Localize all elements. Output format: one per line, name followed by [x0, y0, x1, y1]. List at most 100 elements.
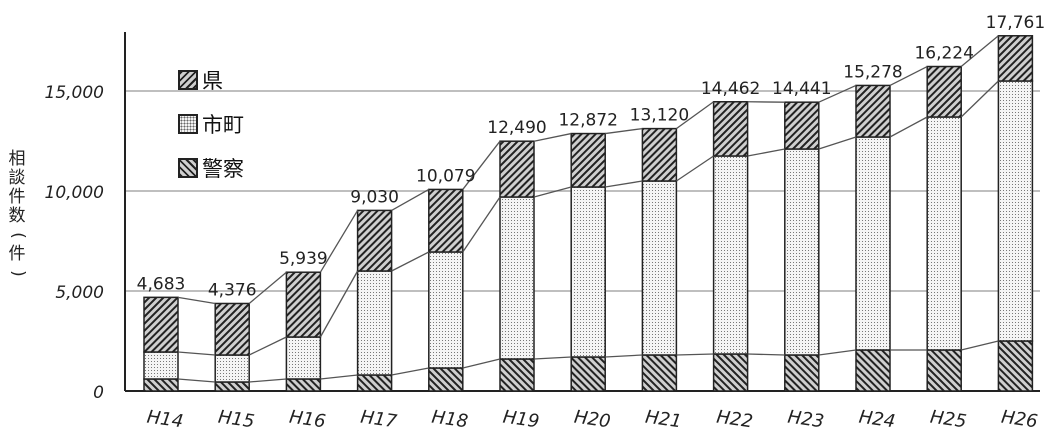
bar-segment-pref [500, 141, 534, 197]
bar-segment-police [215, 382, 249, 391]
legend-label: 警察 [202, 153, 244, 183]
bar-segment-pref [714, 102, 748, 156]
legend-label: 県 [202, 65, 223, 95]
y-axis-label-char: 数 [9, 207, 26, 226]
x-tick-label: H24 [858, 407, 897, 433]
bar-segment-police [358, 375, 392, 391]
series-connector-line [534, 187, 571, 197]
legend-item-police: 警察 [178, 146, 244, 190]
x-tick-label: H14 [146, 407, 185, 433]
bar-segment-city [642, 181, 676, 355]
total-data-label: 9,030 [350, 187, 399, 207]
bar-segment-pref [215, 303, 249, 355]
bar-segment-city [215, 355, 249, 382]
bar-segment-police [714, 354, 748, 391]
bar-segment-pref [286, 272, 320, 337]
x-tick-label: H22 [715, 407, 754, 433]
series-connector-line [605, 181, 642, 187]
legend-item-pref: 県 [178, 58, 244, 102]
series-connector-line [676, 156, 713, 181]
total-data-label: 14,441 [772, 79, 831, 99]
y-axis-label-char: ( [7, 232, 26, 239]
bar-segment-police [286, 379, 320, 391]
x-tick-label: H16 [288, 407, 327, 433]
y-axis-label-char: 談 [9, 169, 26, 188]
legend: 県 市町 警察 [178, 58, 244, 190]
bar-segment-police [144, 379, 178, 391]
total-data-label: 12,490 [487, 118, 546, 138]
y-tick-label: 5,000 [55, 283, 104, 303]
bar-segment-police [429, 368, 463, 391]
bar-segment-police [642, 355, 676, 391]
y-axis-label: 相 談 件 数 ( 件 ) [6, 150, 28, 283]
series-connector-line [463, 197, 500, 252]
y-axis-label-char: ) [7, 270, 26, 277]
total-data-label: 14,462 [701, 79, 760, 99]
bar-segment-pref [144, 297, 178, 352]
series-connector-line [178, 352, 215, 355]
series-connector-line [961, 341, 998, 350]
legend-swatch-pref [178, 70, 198, 90]
series-connector-line [249, 379, 286, 382]
total-data-label: 16,224 [914, 44, 973, 64]
total-data-label: 5,939 [279, 249, 328, 269]
series-connector-line [676, 354, 713, 355]
x-tick-label: H19 [502, 407, 541, 433]
series-connector-line [534, 357, 571, 359]
x-tick-label: H20 [573, 407, 612, 433]
legend-item-city: 市町 [178, 102, 244, 146]
x-tick-label: H18 [430, 407, 469, 433]
series-connector-line [392, 252, 429, 271]
bar-segment-police [571, 357, 605, 391]
bar-segment-police [927, 350, 961, 391]
x-tick-label: H26 [1000, 407, 1039, 433]
legend-label: 市町 [202, 109, 244, 139]
bar-segment-city [358, 271, 392, 375]
bar-segment-city [500, 197, 534, 359]
bar-segment-police [785, 355, 819, 391]
total-data-label: 13,120 [630, 106, 689, 126]
bar-segment-pref [429, 189, 463, 252]
bar-segment-city [998, 81, 1032, 341]
bar-segment-city [571, 187, 605, 357]
series-connector-line [320, 271, 357, 337]
total-data-label: 4,376 [208, 280, 257, 300]
series-connector-line [320, 375, 357, 379]
total-data-label: 4,683 [137, 274, 186, 294]
y-tick-label: 0 [93, 383, 104, 403]
x-tick-label: H17 [359, 407, 399, 433]
y-tick-label: 10,000 [45, 183, 104, 203]
series-connector-line [463, 359, 500, 368]
bar-segment-city [429, 252, 463, 368]
bar-segment-city [785, 149, 819, 355]
x-tick-label: H25 [929, 407, 968, 433]
bar-segment-pref [856, 85, 890, 137]
series-connector-line [748, 354, 785, 355]
bar-segment-city [714, 156, 748, 354]
bar-segment-city [927, 117, 961, 350]
series-connector-line [178, 379, 215, 382]
bar-segment-police [856, 350, 890, 391]
y-tick-label: 15,000 [45, 83, 104, 103]
bar-segment-city [856, 137, 890, 350]
total-data-label: 10,079 [416, 166, 475, 186]
total-data-label: 17,761 [986, 13, 1045, 33]
series-connector-line [961, 81, 998, 117]
bar-segment-pref [358, 210, 392, 271]
series-connector-line [748, 149, 785, 156]
bar-segment-city [286, 337, 320, 379]
y-axis-label-char: 相 [9, 150, 26, 169]
series-connector-line [392, 368, 429, 375]
legend-swatch-police [178, 158, 198, 178]
legend-swatch-city [178, 114, 198, 134]
bar-segment-pref [998, 36, 1032, 81]
bar-segment-police [998, 341, 1032, 391]
series-connector-line [819, 350, 856, 355]
bar-segment-pref [927, 67, 961, 117]
bar-segment-pref [642, 129, 676, 181]
y-axis-label-char: 件 [9, 188, 26, 207]
bar-segment-city [144, 352, 178, 379]
series-connector-line [605, 355, 642, 357]
